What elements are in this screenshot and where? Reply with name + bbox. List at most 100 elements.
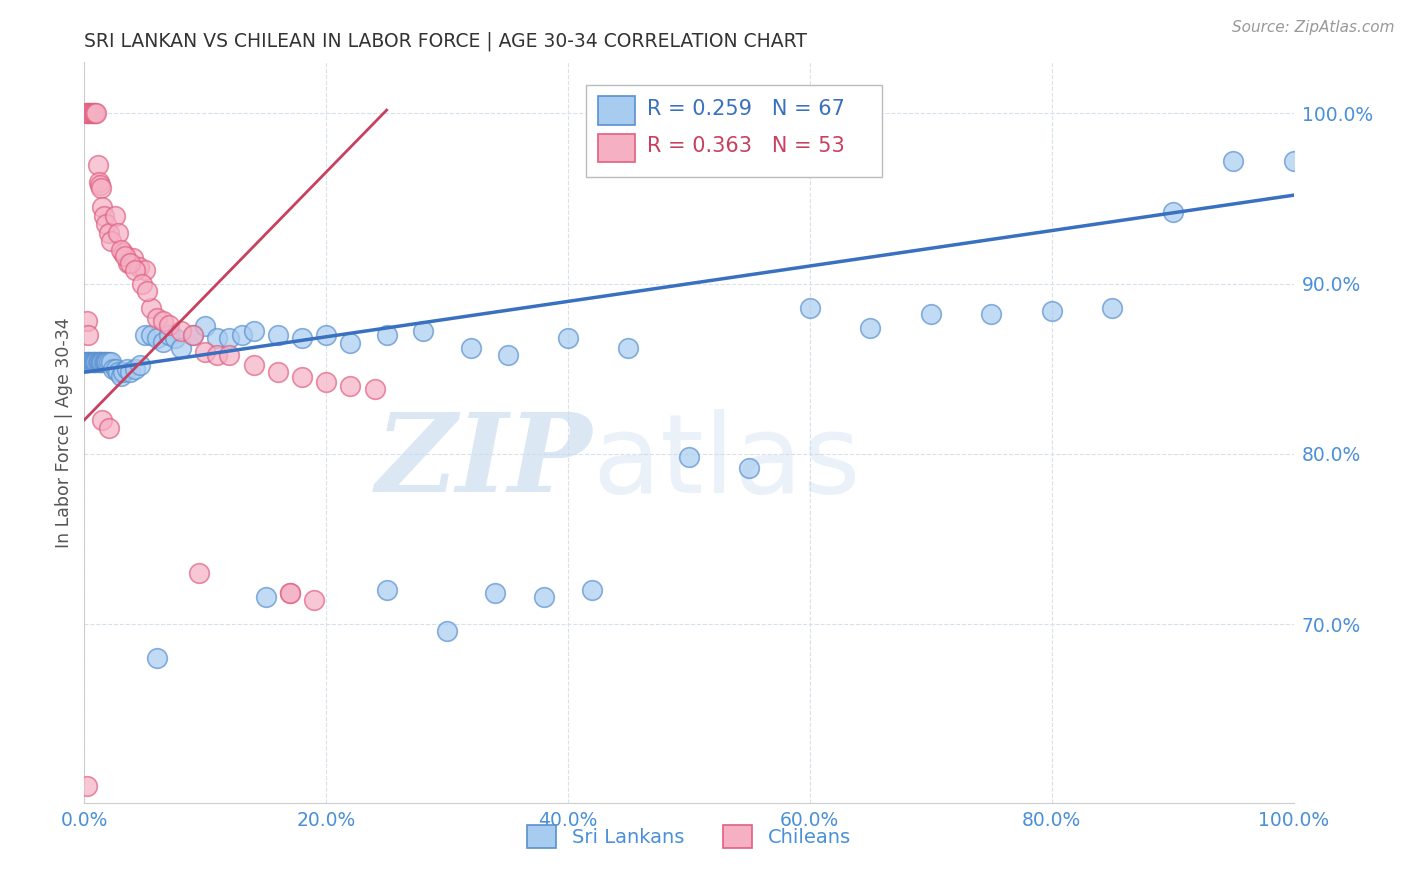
Text: R = 0.259   N = 67: R = 0.259 N = 67 [647,99,845,120]
Point [181,327,204,342]
Point [89,178,111,192]
Point [83,106,105,120]
Point [97,421,120,435]
Point [114,250,136,264]
Point [77,355,100,369]
Point [194,344,217,359]
Point [129,359,152,373]
Point [152,314,174,328]
Point [76,779,98,793]
Point [207,331,229,345]
Point [1222,154,1244,169]
Point [170,324,193,338]
Point [103,361,125,376]
Point [90,355,112,369]
Point [93,355,115,369]
Point [121,251,143,265]
Point [738,460,761,475]
Point [339,379,361,393]
Point [278,586,301,600]
Point [218,331,240,345]
Point [115,361,138,376]
Point [112,365,135,379]
Point [91,200,114,214]
Point [363,382,385,396]
Point [90,181,112,195]
Point [80,355,103,369]
Point [267,365,290,379]
Point [139,301,162,315]
Point [315,376,337,390]
Point [1282,154,1305,169]
Point [231,327,253,342]
Point [96,355,118,369]
Point [79,355,101,369]
Point [93,209,115,223]
Point [104,361,127,376]
Point [460,342,482,356]
Point [920,307,942,321]
Point [678,450,700,465]
Point [188,566,211,580]
Point [82,106,104,120]
Point [484,586,506,600]
Point [799,301,821,315]
Point [152,334,174,349]
Point [436,624,458,638]
Text: Source: ZipAtlas.com: Source: ZipAtlas.com [1232,20,1395,35]
Point [77,327,100,342]
Point [157,327,180,342]
Point [94,355,117,369]
Point [617,342,640,356]
Point [110,368,132,383]
Point [1040,304,1063,318]
Point [120,365,142,379]
Text: atlas: atlas [592,409,860,516]
Point [124,263,146,277]
Point [83,355,105,369]
Point [87,175,110,189]
Y-axis label: In Labor Force | Age 30-34: In Labor Force | Age 30-34 [55,318,73,548]
Point [194,319,217,334]
Point [291,370,314,384]
Point [557,331,579,345]
Point [496,348,519,362]
Bar [599,135,634,162]
Point [89,355,111,369]
Text: ZIP: ZIP [375,409,592,516]
Point [134,327,156,342]
Point [254,590,277,604]
Point [165,331,187,345]
Point [146,310,169,325]
Point [107,365,129,379]
Point [91,355,114,369]
Point [128,260,150,274]
Point [94,355,117,369]
Point [94,217,117,231]
Point [134,263,156,277]
Point [242,324,264,338]
Point [1161,205,1184,219]
Point [375,582,398,597]
Point [75,106,97,120]
Point [980,307,1002,321]
Point [104,209,127,223]
Point [170,342,193,356]
Point [124,361,146,376]
Point [97,226,120,240]
Point [242,359,264,373]
Point [84,106,107,120]
Point [533,590,555,604]
Point [136,284,159,298]
Point [267,327,290,342]
Point [112,246,135,260]
Point [157,318,180,332]
Point [218,348,240,362]
Point [117,256,139,270]
Point [107,226,129,240]
Point [84,355,107,369]
Point [82,355,104,369]
Text: SRI LANKAN VS CHILEAN IN LABOR FORCE | AGE 30-34 CORRELATION CHART: SRI LANKAN VS CHILEAN IN LABOR FORCE | A… [84,31,807,51]
Point [146,331,169,345]
Point [77,106,100,120]
